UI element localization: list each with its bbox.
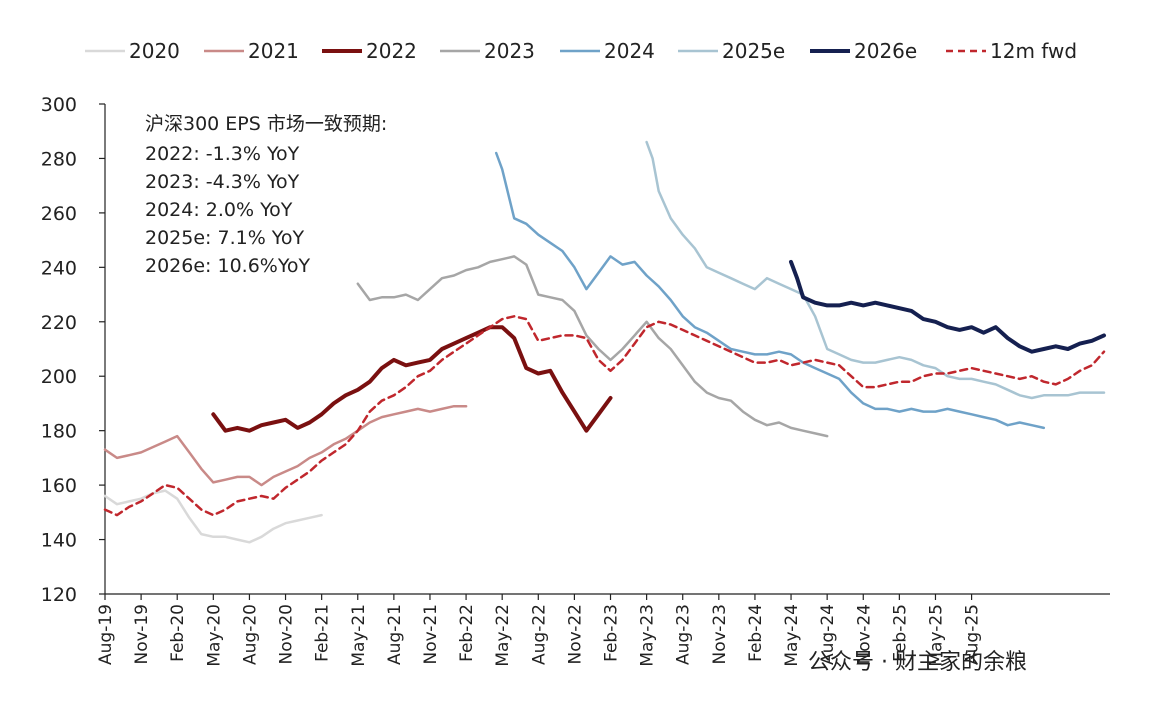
plot-area [103,140,1106,544]
y-tick-label: 300 [41,94,77,116]
x-tick-label: Feb-20 [168,604,188,662]
x-tick-label: Nov-20 [277,604,297,665]
x-axis: Aug-19 Nov-19 Feb-20 May-20 Aug-20 Nov-20 Feb-… [96,593,1110,667]
series-line-2025e [645,140,1106,400]
y-tick-label: 200 [41,366,77,388]
x-tick-label: May-20 [204,604,224,667]
legend-label-12m-fwd: 12m fwd [990,39,1077,63]
legend-label-2025e: 2025e [722,39,785,63]
y-tick-label: 180 [41,421,77,443]
annotation-line-2023: 2023: -4.3% YoY [145,171,300,193]
x-tick-label: May-22 [493,604,513,667]
x-tick-label: Feb-24 [746,604,766,662]
x-tick-label: Aug-22 [529,604,549,665]
series-line-2020 [103,489,323,544]
x-tick-label: Feb-22 [457,604,477,662]
x-tick-label: Nov-19 [132,604,152,665]
annotation-line-2025e: 2025e: 7.1% YoY [145,227,305,249]
x-tick-label: May-24 [782,604,802,667]
x-tick-label: Aug-21 [385,604,405,665]
y-axis: 120 140 160 180 200 220 240 260 280 300 [41,94,106,606]
x-tick-label: Aug-20 [240,604,260,665]
x-tick-label: Feb-25 [890,604,910,662]
legend-label-2020: 2020 [129,39,180,63]
series-line-12m-fwd [103,315,1106,517]
x-tick-label: Aug-23 [674,604,694,665]
x-tick-label: Aug-24 [818,604,838,665]
annotation-line-2024: 2024: 2.0% YoY [145,199,293,221]
x-tick-label: Aug-19 [96,604,116,665]
legend-label-2023: 2023 [484,39,535,63]
x-tick-label: Nov-24 [854,604,874,665]
x-tick-label: Nov-23 [710,604,730,665]
series-line-2026e [789,259,1106,354]
y-tick-label: 140 [41,530,77,552]
y-tick-label: 280 [41,148,77,170]
x-tick-label: Feb-21 [313,604,333,662]
x-tick-label: Aug-25 [963,604,983,665]
y-tick-label: 260 [41,203,77,225]
legend-label-2022: 2022 [366,39,417,63]
x-tick-label: May-23 [638,604,658,667]
legend-label-2021: 2021 [248,39,299,63]
annotation-box: 沪深300 EPS 市场一致预期: 2022: -1.3% YoY 2023: … [145,113,387,277]
x-tick-label: Nov-21 [421,604,441,665]
x-tick-label: May-25 [926,604,946,667]
series-line-2024 [494,151,1046,430]
x-tick-label: Feb-23 [602,604,622,662]
y-tick-label: 160 [41,475,77,497]
y-tick-label: 220 [41,312,77,334]
legend-label-2026e: 2026e [854,39,917,63]
annotation-line-2026e: 2026e: 10.6%YoY [145,255,311,277]
legend: 2020 2021 2022 2023 2024 2025e 2026e 12m fwd [85,39,1077,63]
series-line-2021 [103,404,468,487]
y-tick-label: 120 [41,584,77,606]
annotation-line-2022: 2022: -1.3% YoY [145,143,300,165]
series-line-2023 [356,255,829,438]
series-line-2022 [211,325,613,433]
x-tick-label: Nov-22 [565,604,585,665]
y-tick-label: 240 [41,257,77,279]
x-tick-label: May-21 [349,604,369,667]
legend-label-2024: 2024 [604,39,655,63]
watermark: 公众号 · 财主家的余粮 [808,650,1027,675]
annotation-title: 沪深300 EPS 市场一致预期: [145,113,387,135]
